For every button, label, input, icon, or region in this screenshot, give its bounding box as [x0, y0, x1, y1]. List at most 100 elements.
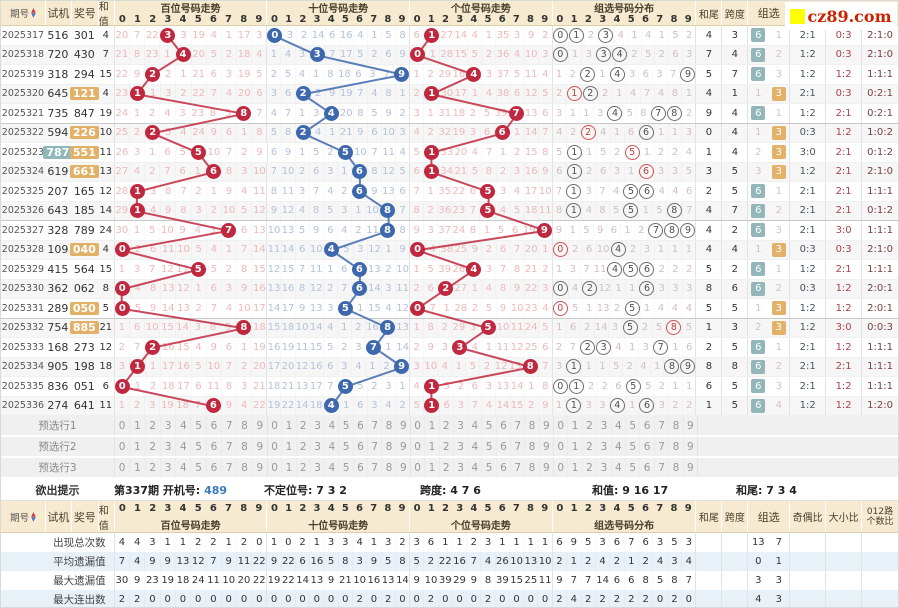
preselect-digit[interactable]: 1 — [424, 437, 438, 456]
preselect-digit[interactable]: 0 — [271, 440, 278, 453]
preselect-digit[interactable]: 1 — [424, 458, 438, 477]
preselect-digit[interactable]: 0 — [414, 440, 421, 453]
preselect-digit[interactable]: 2 — [439, 416, 453, 435]
preselect-digit[interactable]: 3 — [160, 416, 175, 435]
preselect-digit[interactable]: 1 — [567, 437, 581, 456]
preselect-digit[interactable]: 8 — [524, 437, 538, 456]
preselect-digit[interactable]: 5 — [338, 416, 352, 435]
preselect-digit[interactable]: 3 — [453, 416, 467, 435]
preselect-digit[interactable]: 8 — [236, 458, 251, 477]
preselect-digit[interactable]: 9 — [252, 437, 267, 456]
table-row[interactable]: 2025319 318 294 15 22 9 2 2 1 21 6 3 19 5 2 5 4 1 8 18… — [1, 65, 898, 85]
preselect-digit[interactable]: 2 — [582, 437, 596, 456]
preselect-digit[interactable]: 3 — [310, 437, 324, 456]
preselect-digit[interactable]: 0 — [557, 419, 565, 432]
preselect-digit[interactable]: 7 — [654, 416, 668, 435]
preselect-digit[interactable]: 2 — [145, 458, 160, 477]
preselect-digit[interactable]: 7 — [654, 458, 668, 477]
preselect-digit[interactable]: 3 — [596, 458, 610, 477]
preselect-digit[interactable]: 1 — [281, 416, 295, 435]
preselect-digit[interactable]: 8 — [236, 416, 251, 435]
preselect-digit[interactable]: 3 — [310, 458, 324, 477]
table-row[interactable]: 2025325 207 165 12 28 1 3 8 7 2 1 9 4 11 8 11 3 7 4 2 6… — [1, 182, 898, 202]
preselect-digit[interactable]: 0 — [118, 419, 126, 432]
preselect-digit[interactable]: 6 — [206, 437, 221, 456]
preselect-digit[interactable]: 7 — [367, 458, 381, 477]
preselect-digit[interactable]: 5 — [625, 437, 639, 456]
preselect-digit[interactable]: 9 — [539, 416, 553, 435]
preselect-digit[interactable]: 1 — [281, 437, 295, 456]
preselect-digit[interactable]: 8 — [668, 437, 682, 456]
preselect-digit[interactable]: 5 — [190, 437, 205, 456]
table-row[interactable]: 2025334 905 198 18 3 1 1 17 16 5 10 7 2 20 17 20 12… — [1, 357, 898, 377]
preselect-digit[interactable]: 4 — [175, 437, 190, 456]
preselect-digit[interactable]: 0 — [414, 419, 421, 432]
preselect-digit[interactable]: 7 — [367, 437, 381, 456]
preselect-digit[interactable]: 4 — [611, 458, 625, 477]
preselect-digit[interactable]: 2 — [145, 437, 160, 456]
preselect-digit[interactable]: 4 — [175, 416, 190, 435]
preselect-digit[interactable]: 7 — [221, 416, 236, 435]
sort-icon[interactable]: ▲ ▼ — [31, 7, 36, 19]
table-row[interactable]: 2025318 720 430 7 21 8 23 1 4 20 5 2 18 4 1 4 3 3 7 17… — [1, 45, 898, 65]
preselect-digit[interactable]: 2 — [296, 416, 310, 435]
preselect-digit[interactable]: 7 — [367, 416, 381, 435]
table-row[interactable]: 2025332 754 885 21 1 6 10 15 14 3 8 5 8 18 15 18 10… — [1, 318, 898, 338]
preselect-digit[interactable]: 1 — [424, 416, 438, 435]
table-row[interactable]: 2025320 645 121 4 23 1 1 3 2 22 7 4 20 6 3 6 2 2 9 19 7… — [1, 84, 898, 104]
preselect-digit[interactable]: 7 — [510, 416, 524, 435]
preselect-digit[interactable]: 9 — [396, 416, 410, 435]
table-row[interactable]: 2025329 415 564 15 1 3 7 12 11 5 5 2 8 15 12 15 7 11… — [1, 260, 898, 280]
preselect-digit[interactable]: 5 — [625, 416, 639, 435]
preselect-digit[interactable]: 0 — [271, 419, 278, 432]
preselect-digit[interactable]: 4 — [324, 458, 338, 477]
preselect-digit[interactable]: 6 — [206, 416, 221, 435]
preselect-digit[interactable]: 6 — [496, 437, 510, 456]
preselect-digit[interactable]: 6 — [353, 458, 367, 477]
preselect-digit[interactable]: 8 — [236, 437, 251, 456]
preselect-digit[interactable]: 5 — [481, 458, 495, 477]
preselect-digit[interactable]: 5 — [190, 416, 205, 435]
preselect-digit[interactable]: 6 — [353, 437, 367, 456]
preselect-digit[interactable]: 6 — [639, 458, 653, 477]
preselect-digit[interactable]: 8 — [668, 416, 682, 435]
preselect-digit[interactable]: 3 — [160, 437, 175, 456]
preselect-digit[interactable]: 9 — [396, 437, 410, 456]
preselect-digit[interactable]: 3 — [596, 416, 610, 435]
table-row[interactable]: 2025323 787 551 11 26 3 1 6 5 5 10 7 2 9 6 9 1 5 2 5 10… — [1, 143, 898, 163]
table-row[interactable]: 2025324 619 661 13 27 4 2 7 6 1 6 8 3 10 7 10 2 6 3 1 6… — [1, 162, 898, 182]
preselect-digit[interactable]: 0 — [118, 440, 126, 453]
preselect-digit[interactable]: 9 — [539, 437, 553, 456]
table-row[interactable]: 2025326 643 185 14 29 1 4 9 8 3 2 10 5 12 9 12 4 8 5 3… — [1, 201, 898, 221]
preselect-digit[interactable]: 1 — [567, 458, 581, 477]
preselect-digit[interactable]: 3 — [310, 416, 324, 435]
preselect-digit[interactable]: 5 — [190, 458, 205, 477]
preselect-digit[interactable]: 2 — [439, 437, 453, 456]
preselect-digit[interactable]: 7 — [654, 437, 668, 456]
preselect-digit[interactable]: 9 — [252, 458, 267, 477]
preselect-digit[interactable]: 1 — [567, 416, 581, 435]
table-row[interactable]: 2025336 274 641 11 1 2 3 19 18 7 6 9 4 22 19 22 14 1… — [1, 396, 898, 416]
preselect-digit[interactable]: 9 — [683, 416, 697, 435]
preselect-digit[interactable]: 7 — [221, 437, 236, 456]
preselect-digit[interactable]: 4 — [467, 437, 481, 456]
preselect-digit[interactable]: 4 — [611, 437, 625, 456]
table-row[interactable]: 2025327 328 789 24 30 1 5 10 9 4 3 7 6 13 10 13 5 9 6… — [1, 221, 898, 241]
preselect-digit[interactable]: 9 — [396, 458, 410, 477]
table-row[interactable]: 2025321 735 847 19 24 1 2 4 3 23 8 5 8 7 4 7 1 3 4 20 8… — [1, 104, 898, 124]
preselect-digit[interactable]: 8 — [524, 416, 538, 435]
preselect-digit[interactable]: 1 — [281, 458, 295, 477]
preselect-digit[interactable]: 2 — [145, 416, 160, 435]
preselect-digit[interactable]: 0 — [557, 440, 565, 453]
preselect-digit[interactable]: 4 — [324, 416, 338, 435]
preselect-digit[interactable]: 0 — [271, 461, 278, 474]
preselect-digit[interactable]: 7 — [221, 458, 236, 477]
preselect-digit[interactable]: 2 — [296, 437, 310, 456]
preselect-digit[interactable]: 6 — [496, 416, 510, 435]
column-header-issue[interactable]: 期号 ▲ ▼ — [1, 1, 45, 25]
preselect-digit[interactable]: 4 — [467, 458, 481, 477]
preselect-digit[interactable]: 0 — [557, 461, 565, 474]
table-row[interactable]: 2025328 109 040 4 0 2 6 11 10 5 4 1 7 14 11 14 6 10 4… — [1, 240, 898, 260]
preselect-digit[interactable]: 6 — [206, 458, 221, 477]
preselect-digit[interactable]: 5 — [338, 458, 352, 477]
